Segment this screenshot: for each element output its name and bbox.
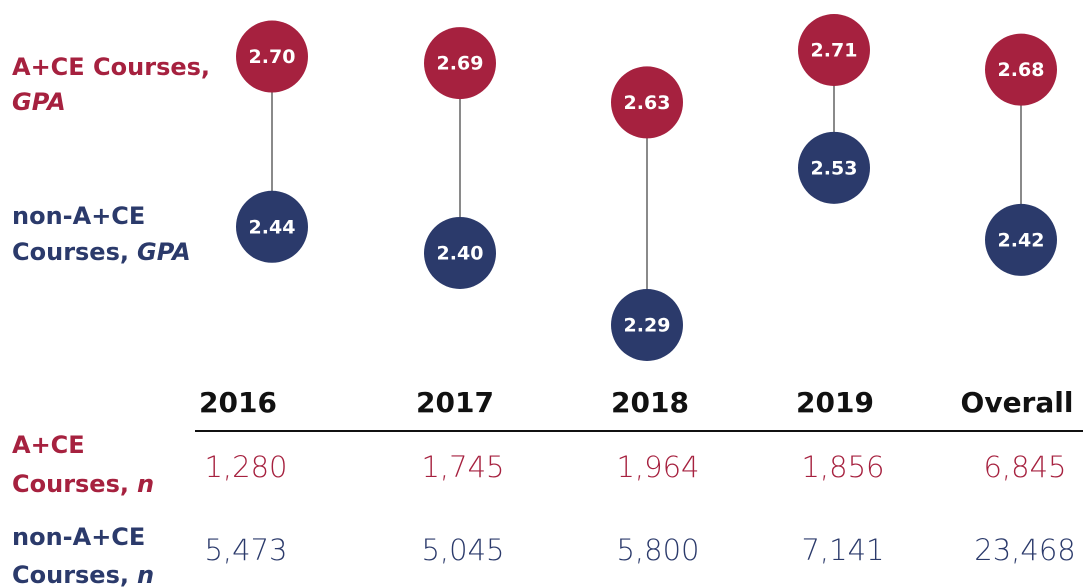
value-label: 2.42	[998, 229, 1045, 251]
row-label: non-A+CE Courses, n	[12, 523, 154, 588]
dot	[611, 289, 683, 361]
row-label: A+CE Courses, n	[12, 431, 154, 498]
table-cell: 5,800	[616, 533, 699, 567]
dot	[424, 216, 496, 289]
table-cell: 23,468	[974, 533, 1075, 567]
value-label: 2.69	[437, 53, 484, 75]
label-italic: n	[137, 470, 154, 498]
dot	[236, 190, 308, 263]
label-italic: n	[137, 561, 154, 588]
table-cell: 5,045	[421, 533, 504, 567]
table-cell: 1,964	[616, 450, 699, 484]
value-label: 2.29	[624, 315, 671, 337]
table-cell: 1,856	[801, 450, 884, 484]
table-cell: 1,280	[204, 450, 287, 484]
value-label: 2.40	[437, 242, 484, 264]
table-cell: 6,845	[983, 450, 1066, 484]
dot	[798, 131, 870, 204]
value-label: 2.68	[998, 59, 1045, 81]
dot	[611, 66, 683, 139]
label-text: non-A+CE	[12, 523, 145, 551]
label-text: Courses,	[12, 561, 129, 588]
value-label: 2.63	[624, 92, 671, 114]
value-label: 2.71	[811, 40, 858, 62]
label-text: A+CE	[12, 431, 85, 459]
dot	[236, 20, 308, 93]
series-label: A+CE Courses, GPA	[12, 53, 210, 116]
column-header: Overall	[961, 386, 1074, 419]
column-header: 2019	[796, 386, 874, 419]
column-header: 2016	[199, 386, 277, 419]
table-cell: 1,745	[421, 450, 504, 484]
table-cell: 7,141	[801, 533, 884, 567]
label-italic: GPA	[137, 238, 191, 266]
value-label: 2.44	[249, 216, 296, 238]
table-cell: 5,473	[204, 533, 287, 567]
dot	[985, 203, 1057, 276]
dot	[424, 27, 496, 100]
dot	[985, 33, 1057, 106]
dot	[798, 14, 870, 86]
series-label: non-A+CE Courses, GPA	[12, 202, 191, 266]
value-label: 2.70	[249, 46, 296, 68]
label-italic: GPA	[12, 88, 66, 116]
label-text: non-A+CE	[12, 202, 145, 230]
value-label: 2.53	[811, 157, 858, 179]
column-header: 2017	[416, 386, 494, 419]
label-text: Courses,	[12, 470, 129, 498]
label-text: Courses,	[12, 238, 129, 266]
label-text: A+CE Courses,	[12, 53, 210, 81]
column-header: 2018	[611, 386, 689, 419]
